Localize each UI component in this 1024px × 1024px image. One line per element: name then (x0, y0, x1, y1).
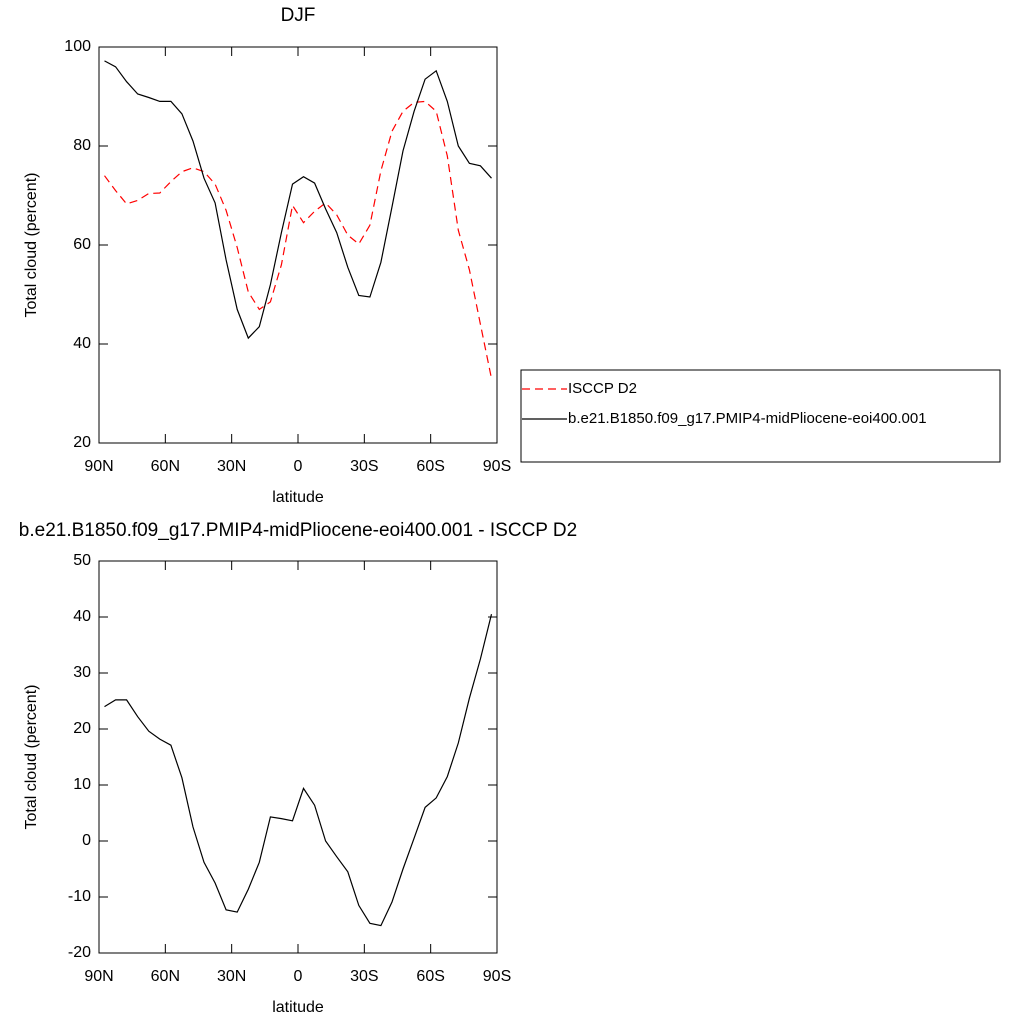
y-axis-label: Total cloud (percent) (23, 685, 40, 830)
x-tick-label: 30S (350, 968, 378, 985)
chart-title: DJF (281, 5, 316, 26)
y-tick-label: 10 (73, 776, 91, 793)
x-tick-label: 90S (483, 458, 511, 475)
data-line (104, 60, 492, 340)
x-tick-label: 60N (151, 968, 180, 985)
y-tick-label: 100 (64, 38, 91, 55)
y-axis-label: Total cloud (percent) (23, 173, 40, 318)
y-tick-label: 0 (82, 832, 91, 849)
x-tick-label: 90N (84, 458, 113, 475)
y-tick-label: 40 (73, 608, 91, 625)
chart-title: b.e21.B1850.f09_g17.PMIP4-midPliocene-eo… (19, 520, 577, 541)
y-tick-label: -10 (68, 888, 91, 905)
x-tick-label: 60N (151, 458, 180, 475)
legend-label: b.e21.B1850.f09_g17.PMIP4-midPliocene-eo… (568, 410, 927, 427)
x-tick-label: 0 (294, 968, 303, 985)
plot-frame (98, 46, 498, 444)
data-line (104, 100, 493, 379)
legend-box (520, 369, 1001, 463)
x-axis-label: latitude (272, 999, 324, 1016)
x-tick-label: 90N (84, 968, 113, 985)
x-axis-label: latitude (272, 489, 324, 506)
y-tick-label: 40 (73, 335, 91, 352)
x-tick-label: 30S (350, 458, 378, 475)
x-tick-label: 90S (483, 968, 511, 985)
legend-label: ISCCP D2 (568, 380, 637, 397)
plot-frame (98, 560, 498, 954)
y-tick-label: 80 (73, 137, 91, 154)
data-line (104, 614, 493, 927)
x-tick-label: 0 (294, 458, 303, 475)
y-tick-label: 50 (73, 552, 91, 569)
x-tick-label: 60S (416, 968, 444, 985)
y-tick-label: 30 (73, 664, 91, 681)
x-tick-label: 30N (217, 458, 246, 475)
x-tick-label: 60S (416, 458, 444, 475)
y-tick-label: -20 (68, 944, 91, 961)
x-tick-label: 30N (217, 968, 246, 985)
y-tick-label: 60 (73, 236, 91, 253)
y-tick-label: 20 (73, 720, 91, 737)
y-tick-label: 20 (73, 434, 91, 451)
